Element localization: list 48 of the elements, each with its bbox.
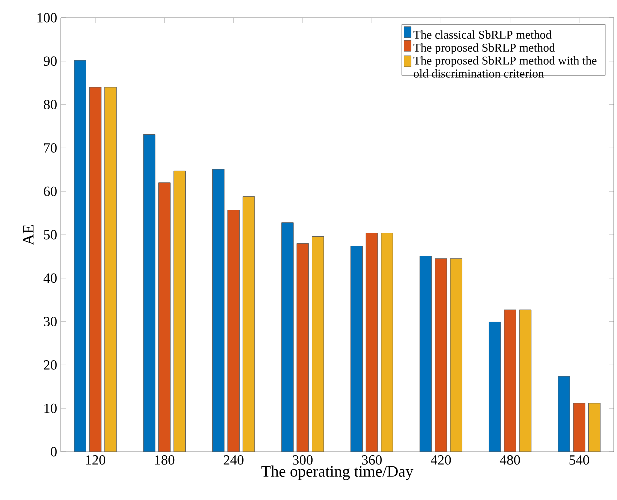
y-tick-label: 90 <box>44 56 57 66</box>
bar <box>312 236 324 452</box>
bar <box>366 233 378 452</box>
bar <box>104 87 117 452</box>
x-tick-label: 120 <box>86 456 106 465</box>
y-tick-label: 40 <box>44 274 57 284</box>
bar <box>558 376 570 452</box>
bar <box>242 196 256 452</box>
y-tick-label: 60 <box>44 186 57 196</box>
bar <box>573 403 586 452</box>
y-tick-label: 50 <box>44 230 57 240</box>
y-tick-label: 80 <box>44 100 57 110</box>
legend-label: The classical SbRLP method <box>414 30 552 40</box>
bar <box>296 243 310 452</box>
x-tick-label: 300 <box>293 456 313 465</box>
x-tick-label: 540 <box>570 456 590 465</box>
bar <box>212 169 225 452</box>
y-tick-label: 20 <box>44 360 57 370</box>
y-tick-label: 100 <box>38 13 57 23</box>
y-tick-label: 30 <box>44 317 57 327</box>
x-tick-label: 420 <box>430 456 452 465</box>
x-tick-label: 180 <box>155 456 175 465</box>
bar <box>504 310 516 452</box>
x-tick-label: 360 <box>362 456 382 465</box>
bar <box>74 60 86 452</box>
bar <box>488 322 502 452</box>
x-tick-label: 240 <box>224 456 244 465</box>
bar <box>519 310 532 452</box>
bar <box>158 182 171 452</box>
legend-label: The proposed SbRLP method <box>414 44 556 54</box>
bar <box>174 170 186 452</box>
bar <box>282 222 294 452</box>
bar <box>588 403 601 452</box>
y-tick-label: 0 <box>51 447 57 457</box>
bar <box>381 233 394 452</box>
y-tick-label: 70 <box>44 143 57 153</box>
y-axis-title: AE <box>23 225 34 246</box>
bar <box>350 246 363 452</box>
x-tick-label: 480 <box>500 456 520 465</box>
bar <box>435 258 448 452</box>
bar <box>143 134 156 452</box>
bar <box>228 210 240 452</box>
y-tick-label: 10 <box>44 404 57 414</box>
bar <box>420 256 432 452</box>
bar <box>89 87 102 452</box>
bar <box>450 258 463 452</box>
legend-label: The proposed SbRLP method with the old discrimination criterion <box>414 56 597 78</box>
x-axis-title: The operating time/Day <box>262 466 414 480</box>
